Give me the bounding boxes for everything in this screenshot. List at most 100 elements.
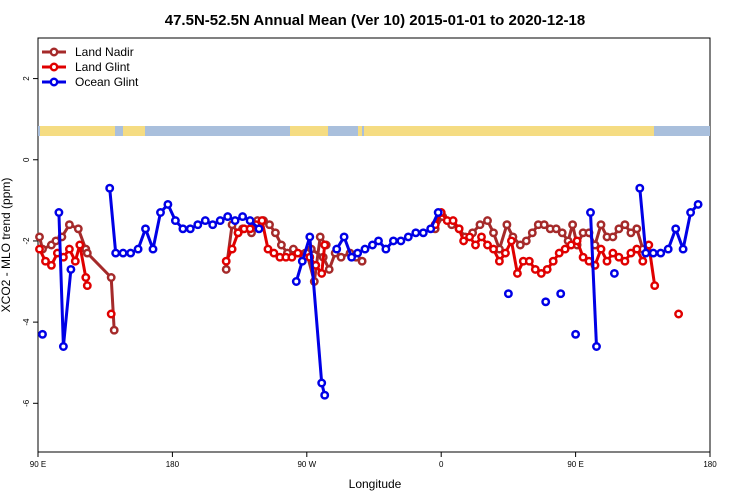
data-point [357,256,367,266]
data-point [64,244,74,254]
data-point [245,224,255,234]
data-point [118,248,128,258]
data-point [109,325,119,335]
y-tick-label: 2 [22,76,31,81]
data-point [133,244,143,254]
data-point [263,244,273,254]
data-point [500,248,510,258]
data-point [489,244,498,254]
data-point [38,329,47,339]
data-point [678,244,688,254]
data-point [554,248,564,258]
data-point [374,236,383,246]
data-point [126,248,136,258]
data-point [381,244,391,254]
data-point [227,244,237,254]
legend-marker [49,77,59,87]
data-point [557,228,567,238]
data-point [512,268,522,278]
data-point [41,256,50,266]
data-point [35,244,44,254]
data-point [276,240,286,250]
x-tick-label: 90 E [567,460,583,469]
data-point [536,268,546,278]
data-point [578,252,588,262]
series-ocean-glint [38,183,703,400]
data-point [185,224,195,234]
data-point [521,236,531,246]
data-point [596,244,606,254]
data-point [221,256,231,266]
data-point [58,342,68,351]
data-point [339,232,349,242]
data-point [111,248,121,258]
data-point [291,277,301,286]
series-line [589,212,598,347]
data-point [315,232,325,242]
data-point [297,256,307,266]
ocean-strip-segment [115,126,123,136]
data-point [541,297,551,307]
data-point [650,281,660,291]
data-point [75,240,85,250]
land-strip-segment [40,126,115,136]
data-point [506,236,516,246]
data-point [245,216,255,226]
x-tick-label: 90 E [30,460,46,469]
data-point [635,183,645,193]
data-point [254,224,264,234]
data-point [106,309,116,319]
data-point [489,228,498,238]
series-line [86,252,116,331]
data-point [82,248,92,258]
data-point [542,264,552,274]
ocean-strip-segment [145,126,290,136]
data-point [693,199,703,209]
data-point [551,224,561,234]
data-point [433,208,443,217]
data-point [347,252,357,262]
data-point [671,224,681,234]
data-point [608,232,618,242]
data-point [494,256,504,266]
y-tick-label: 0 [22,157,31,162]
data-point [475,220,485,230]
data-point [556,289,566,299]
data-point [530,264,540,274]
x-tick-label: 90 W [297,460,316,469]
data-point [608,248,618,258]
y-tick-label: -6 [22,399,31,407]
ocean-strip-segment [362,126,364,136]
data-point [620,256,630,266]
data-point [515,240,525,250]
data-point [70,256,80,266]
data-point [548,256,558,266]
data-point [82,281,92,291]
data-point [200,216,210,226]
data-point [656,248,666,258]
legend-label: Land Glint [75,60,130,74]
data-point [64,220,74,230]
data-point [524,256,534,266]
data-point [324,264,334,274]
data-point [81,273,91,282]
legend-marker [49,62,59,72]
data-point [238,212,248,222]
x-axis-title: Longitude [349,477,402,491]
data-point [106,273,116,282]
x-axis: 90 E 180 90 W 0 90 E 180 [30,452,717,469]
data-point [265,220,274,230]
data-point [465,232,475,242]
data-point [560,244,570,254]
data-point [609,268,619,278]
data-point [648,248,658,258]
data-point [105,183,115,193]
data-point [454,224,464,234]
legend-marker [49,47,59,57]
data-point [572,236,582,246]
legend-label: Land Nadir [75,45,134,59]
data-point [459,236,469,246]
chart-title: 47.5N-52.5N Annual Mean (Ver 10) 2015-01… [165,12,585,29]
